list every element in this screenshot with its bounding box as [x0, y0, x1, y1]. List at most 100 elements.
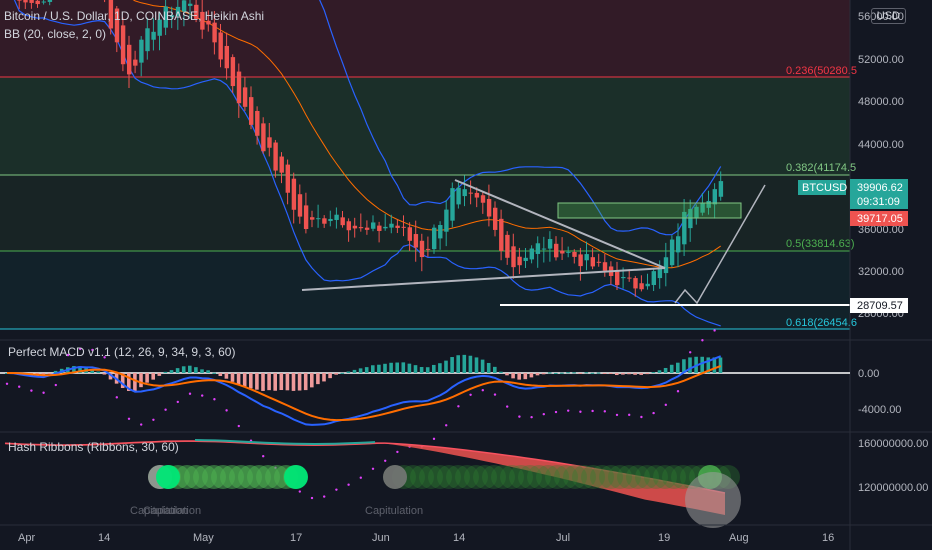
macd-hist-bar — [255, 373, 259, 390]
candle-body — [499, 218, 504, 251]
candle-body — [413, 234, 419, 248]
candle-body — [657, 268, 663, 279]
candle-body — [242, 87, 248, 107]
candle-body — [627, 277, 632, 279]
open-price: 39717.05 — [857, 213, 903, 225]
macd-momentum-dot — [579, 410, 582, 413]
macd-momentum-dot — [567, 409, 570, 412]
candle-body — [127, 44, 132, 75]
candle-body — [639, 283, 644, 290]
time-label-jun: Jun — [372, 532, 390, 544]
time-label-17: 17 — [290, 532, 302, 544]
candle-body — [572, 251, 577, 257]
candle-body — [291, 178, 297, 210]
candle-body — [41, 1, 46, 3]
hash-signal-circle — [599, 465, 623, 489]
hash-signal-circle — [446, 465, 470, 489]
candle-body — [456, 187, 461, 205]
macd-hist-bar — [645, 373, 650, 375]
fib-label-0618: 0.618(26454.6 — [786, 317, 857, 329]
macd-hist-bar — [267, 373, 271, 391]
macd-hist-bar — [706, 357, 711, 373]
macd-hist-bar — [523, 373, 528, 380]
hash-signal-circle — [671, 465, 695, 489]
hash-signal-circle — [509, 465, 533, 489]
trendline-lower[interactable] — [301, 267, 666, 291]
macd-hist-bar — [651, 372, 656, 374]
macd-hist-bar — [273, 373, 277, 391]
candle-body — [108, 0, 114, 29]
hash-title[interactable]: Hash Ribbons (Ribbons, 30, 60) — [8, 440, 179, 454]
macd-hist-bar — [364, 367, 369, 373]
macd-hist-bar — [139, 373, 143, 388]
macd-momentum-dot — [298, 490, 301, 493]
macd-hist-bar — [127, 373, 131, 391]
candle-body — [474, 192, 480, 198]
macd-hist-bar — [474, 357, 479, 373]
candle-body — [310, 217, 315, 220]
macd-hist-bar — [718, 357, 723, 373]
macd-hist-bar — [712, 357, 717, 373]
macd-hist-bar — [602, 373, 607, 374]
macd-hist-bar — [285, 373, 290, 391]
macd-line — [6, 355, 722, 426]
symbol-title[interactable]: Bitcoin / U.S. Dollar, 1D, COINBASE, Hei… — [4, 9, 265, 23]
candle-body — [584, 254, 589, 261]
hash-signal-circle — [644, 465, 668, 489]
candle-body — [200, 11, 205, 30]
macd-momentum-dot — [347, 483, 350, 486]
macd-momentum-dot — [506, 405, 509, 408]
macd-momentum-dot — [445, 424, 448, 427]
macd-hist-bar — [444, 360, 448, 373]
macd-momentum-dot — [481, 388, 484, 392]
candle-body — [383, 226, 388, 229]
macd-hist-bar — [511, 373, 515, 379]
hash-signal-circle — [653, 465, 677, 489]
macd-momentum-dot — [493, 393, 497, 396]
macd-hist-bar — [145, 373, 149, 383]
macd-momentum-dot — [310, 496, 314, 500]
hash-signal-circle — [455, 465, 479, 489]
macd-hist-bar — [395, 362, 399, 373]
macd-hist-bar — [316, 373, 320, 385]
target-box[interactable] — [557, 202, 742, 219]
candle-body — [114, 8, 120, 43]
candle-body — [328, 218, 333, 222]
candle-body — [547, 239, 553, 249]
candle-body — [139, 39, 144, 63]
macd-momentum-dot — [188, 392, 192, 395]
zigzag-projection[interactable] — [674, 184, 766, 305]
time-label-jul: Jul — [556, 532, 570, 544]
hash-signal-circle — [464, 465, 488, 489]
price-tick-44000: 44000.00 — [858, 139, 904, 151]
candle-body — [554, 243, 559, 258]
candle-body — [602, 262, 608, 271]
macd-momentum-dot — [115, 396, 119, 399]
macd-momentum-dot — [591, 409, 594, 413]
trendline-upper[interactable] — [454, 179, 666, 269]
macd-hist-bar — [663, 367, 668, 373]
indicator-bb-label[interactable]: BB (20, close, 2, 0) — [4, 27, 107, 41]
last-price-tag-bg — [850, 179, 908, 209]
macd-hist-bar — [377, 364, 381, 373]
candle-body — [676, 236, 681, 253]
candle-body — [718, 181, 724, 197]
macd-hist-bar — [657, 370, 662, 373]
candle-body — [529, 248, 534, 260]
macd-momentum-dot — [640, 415, 643, 419]
macd-hist-bar — [383, 363, 387, 373]
macd-hist-bar — [486, 362, 491, 373]
candle-body — [432, 227, 437, 250]
macd-hist-bar — [90, 369, 94, 373]
candle-body — [621, 277, 626, 279]
macd-histogram — [5, 354, 723, 391]
hash-signal-circle — [590, 465, 614, 489]
macd-hist-bar — [560, 372, 564, 374]
currency-button[interactable]: USD — [870, 8, 906, 24]
macd-hist-bar — [615, 373, 619, 376]
macd-momentum-dot — [371, 467, 375, 470]
macd-title[interactable]: Perfect MACD v1.1 (12, 26, 9, 34, 9, 3, … — [8, 345, 236, 359]
candle-body — [218, 32, 223, 60]
time-label-aug: Aug — [729, 532, 749, 544]
